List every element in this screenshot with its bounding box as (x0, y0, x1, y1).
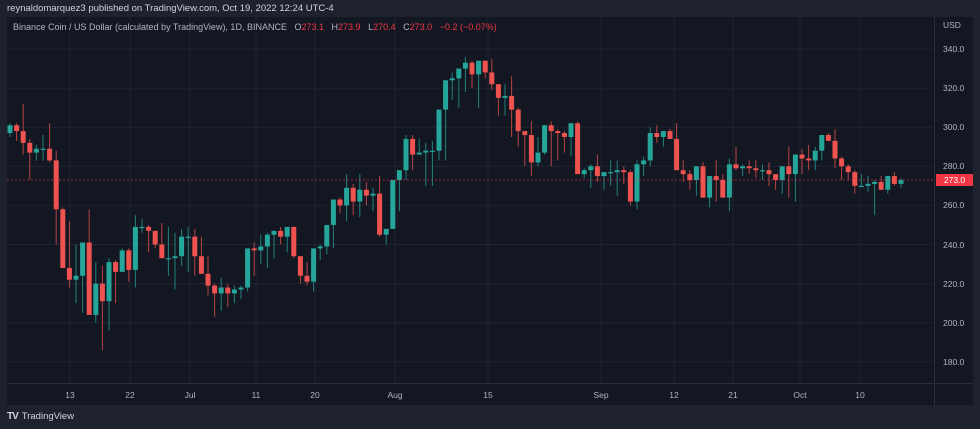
low-label: L (368, 22, 374, 32)
high-label: H (331, 22, 339, 32)
time-tick-label: Oct (793, 390, 807, 400)
low-value: 270.4 (373, 22, 396, 32)
chart-legend: Binance Coin / US Dollar (calculated by … (13, 22, 497, 32)
price-tick-label: 340.0 (943, 44, 965, 54)
time-tick-label: Jul (184, 390, 196, 400)
last-price-tag: 273.0 (936, 173, 973, 186)
time-axis[interactable]: 13 22 Jul 11 20 Aug 15 Sep 12 21 Oct 10 (7, 383, 933, 406)
price-tick-label: 220.0 (943, 278, 965, 289)
time-tick-label: 12 (669, 390, 679, 400)
time-tick-label: Sep (593, 390, 609, 400)
price-tick-label: 180.0 (943, 356, 965, 367)
time-tick-label: Aug (387, 390, 403, 400)
close-value: 273.0 (409, 22, 433, 32)
price-tick-label: 320.0 (943, 83, 965, 94)
time-tick-label: 22 (125, 390, 135, 400)
top-bar: reynaldomarquez3 published on TradingVie… (0, 0, 980, 17)
price-tick-label: 280.0 (943, 161, 965, 172)
price-axis[interactable]: USD 273.0 340.0 320.0 300.0 280.0 260.0 240.0… (934, 17, 974, 383)
candlestick-chart (7, 17, 933, 383)
time-tick-label: 11 (251, 390, 261, 400)
time-tick-label: 10 (855, 390, 865, 400)
high-value: 273.9 (338, 22, 361, 32)
brand-name: TradingView (21, 411, 75, 422)
tradingview-logo-icon: TV (7, 411, 19, 422)
close-label: C (403, 22, 410, 32)
chart-frame: Binance Coin / US Dollar (calculated by … (7, 17, 974, 406)
open-label: O (294, 22, 302, 32)
price-tick-label: 240.0 (943, 239, 965, 250)
currency-label: USD (943, 20, 961, 30)
price-tick-label: 200.0 (943, 317, 965, 328)
time-tick-label: 20 (310, 390, 320, 400)
time-tick-label: 15 (483, 390, 493, 400)
axis-corner (934, 383, 974, 406)
price-tick-label: 300.0 (943, 122, 965, 133)
symbol-description: Binance Coin / US Dollar (calculated by … (13, 22, 287, 32)
footer: TV TradingView (7, 411, 74, 422)
price-tick-label: 260.0 (943, 200, 965, 211)
change-value: −0.2 (−0.07%) (439, 22, 497, 32)
chart-plot-area[interactable]: Binance Coin / US Dollar (calculated by … (7, 17, 933, 383)
time-tick-label: 21 (728, 390, 738, 400)
publisher-line: reynaldomarquez3 published on TradingVie… (7, 3, 334, 14)
open-value: 273.1 (301, 22, 325, 32)
time-tick-label: 13 (65, 390, 75, 400)
